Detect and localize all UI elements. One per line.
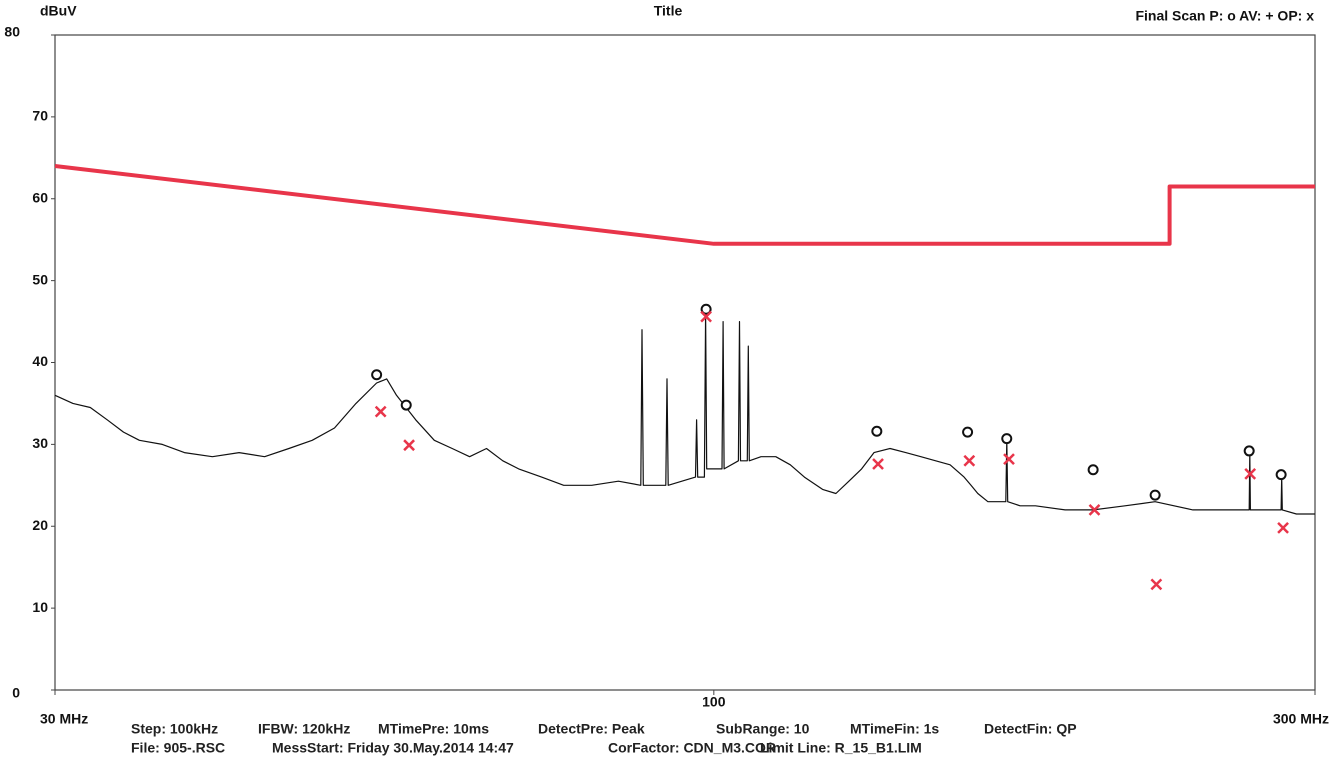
footer-text: DetectFin: QP (984, 721, 1077, 737)
y-axis-label: dBuV (40, 3, 77, 19)
footer-text: MTimePre: 10ms (378, 721, 489, 737)
peak-marker (1275, 469, 1287, 481)
x-tick-label: 300 MHz (1273, 711, 1329, 727)
x-tick-label: 30 MHz (40, 711, 88, 727)
y-tick-label: 10 (32, 599, 48, 615)
footer-text: SubRange: 10 (716, 721, 810, 737)
y-tick-label: 0 (12, 685, 20, 701)
y-tick-label: 70 (32, 108, 48, 124)
qp-marker (1003, 453, 1015, 465)
qp-marker (1088, 503, 1101, 516)
y-tick-label: 80 (4, 24, 20, 40)
qp-marker (1244, 467, 1257, 480)
footer-text: DetectPre: Peak (538, 721, 645, 737)
peak-marker (400, 399, 412, 411)
x-tick-label: 100 (702, 694, 726, 710)
peak-marker (1001, 433, 1013, 445)
y-tick-label: 30 (32, 435, 48, 451)
y-tick-label: 60 (32, 189, 48, 205)
peak-marker (1243, 445, 1255, 457)
footer-text: MTimeFin: 1s (850, 721, 939, 737)
y-tick-label: 40 (32, 353, 48, 369)
footer-text: File: 905-.RSC (131, 740, 225, 756)
footer-text: Limit Line: R_15_B1.LIM (760, 740, 922, 756)
footer-text: CorFactor: CDN_M3.COR (608, 740, 776, 756)
qp-marker (1150, 578, 1163, 591)
footer-text: Step: 100kHz (131, 721, 218, 737)
qp-marker (700, 310, 712, 323)
y-tick-label: 50 (32, 271, 48, 287)
line-series (54, 164, 1315, 246)
footer-text: MessStart: Friday 30.May.2014 14:47 (272, 740, 514, 756)
peak-marker (871, 425, 883, 437)
qp-marker (374, 405, 387, 418)
qp-marker (1277, 522, 1289, 534)
chart-title: Title (654, 3, 683, 19)
legend-text: Final Scan P: o AV: + OP: x (1135, 8, 1314, 24)
line-series (54, 312, 1315, 515)
peak-marker (371, 369, 383, 381)
qp-marker (403, 439, 415, 452)
y-tick-label: 20 (32, 517, 48, 533)
peak-marker (1087, 464, 1099, 476)
plot-frame (54, 34, 1316, 691)
peak-marker (700, 303, 712, 315)
peak-marker (962, 426, 974, 438)
qp-marker (872, 458, 884, 470)
peak-marker (1149, 489, 1161, 501)
footer-text: IFBW: 120kHz (258, 721, 350, 737)
qp-marker (963, 454, 976, 467)
